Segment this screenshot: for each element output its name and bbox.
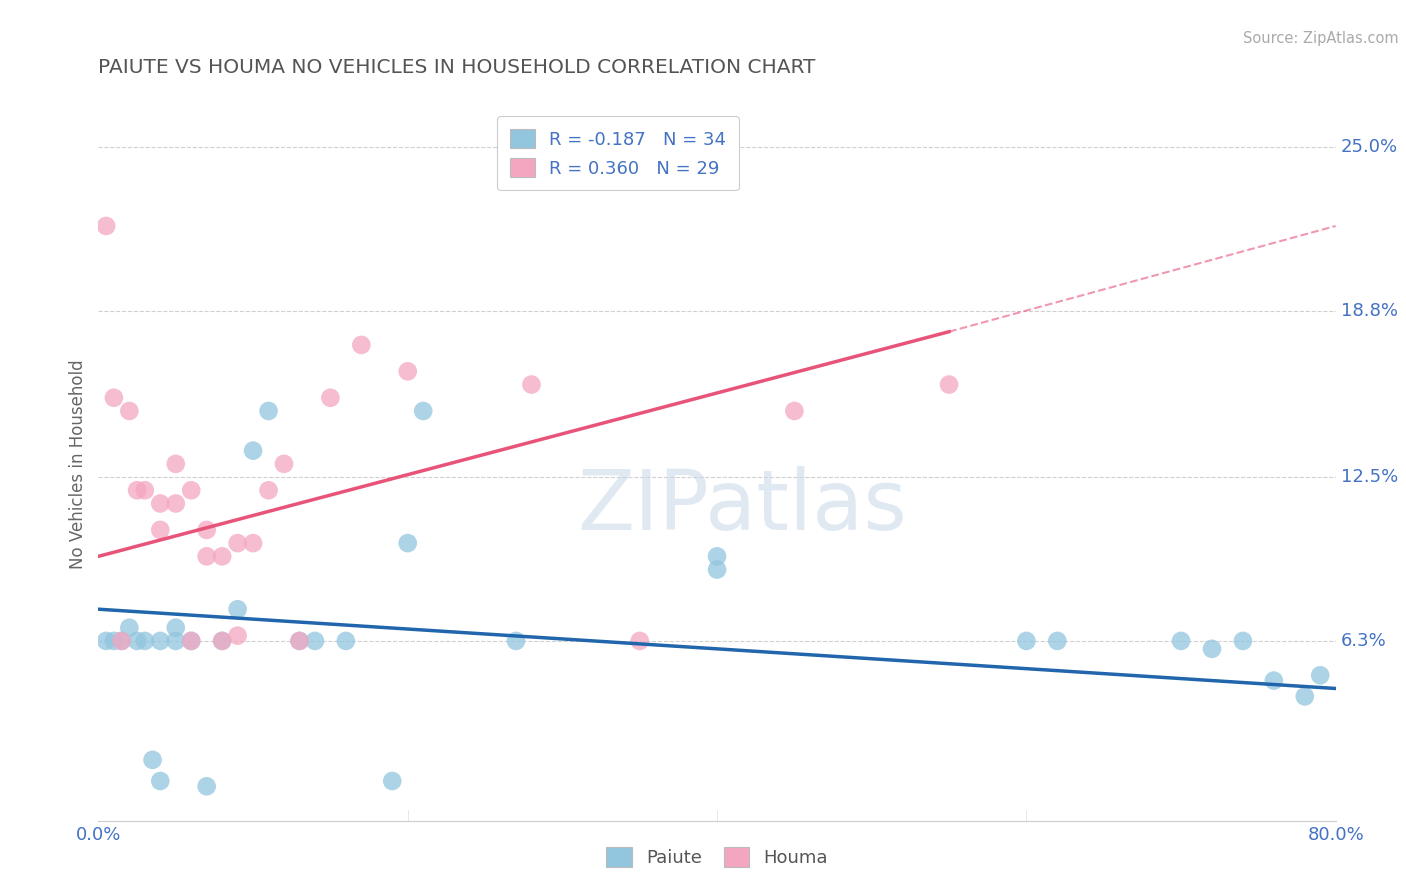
- Point: [149, 496, 172, 510]
- Point: [195, 549, 218, 564]
- Point: [149, 523, 172, 537]
- Point: [242, 443, 264, 458]
- Point: [211, 634, 233, 648]
- Point: [118, 621, 141, 635]
- Point: [350, 338, 373, 352]
- Point: [180, 483, 202, 498]
- Point: [273, 457, 295, 471]
- Point: [257, 483, 280, 498]
- Point: [396, 536, 419, 550]
- Point: [226, 629, 249, 643]
- Point: [103, 634, 125, 648]
- Point: [242, 536, 264, 550]
- Point: [628, 634, 651, 648]
- Point: [211, 634, 233, 648]
- Point: [165, 496, 187, 510]
- Point: [195, 523, 218, 537]
- Point: [96, 634, 118, 648]
- Point: [180, 634, 202, 648]
- Point: [319, 391, 342, 405]
- Point: [118, 404, 141, 418]
- Point: [706, 549, 728, 564]
- Point: [288, 634, 311, 648]
- Text: Source: ZipAtlas.com: Source: ZipAtlas.com: [1243, 31, 1399, 46]
- Point: [1170, 634, 1192, 648]
- Point: [520, 377, 543, 392]
- Point: [505, 634, 527, 648]
- Point: [257, 404, 280, 418]
- Point: [1294, 690, 1316, 704]
- Point: [96, 219, 118, 233]
- Point: [304, 634, 326, 648]
- Point: [211, 549, 233, 564]
- Point: [134, 483, 156, 498]
- Point: [149, 634, 172, 648]
- Point: [1046, 634, 1069, 648]
- Point: [127, 634, 149, 648]
- Point: [288, 634, 311, 648]
- Y-axis label: No Vehicles in Household: No Vehicles in Household: [69, 359, 87, 569]
- Point: [938, 377, 960, 392]
- Point: [396, 364, 419, 378]
- Point: [165, 457, 187, 471]
- Point: [335, 634, 357, 648]
- Point: [111, 634, 132, 648]
- Point: [226, 602, 249, 616]
- Text: ZIPatlas: ZIPatlas: [576, 467, 907, 547]
- Point: [1201, 641, 1223, 656]
- Point: [149, 774, 172, 789]
- Point: [127, 483, 149, 498]
- Point: [381, 774, 404, 789]
- Point: [1232, 634, 1254, 648]
- Point: [111, 634, 132, 648]
- Text: PAIUTE VS HOUMA NO VEHICLES IN HOUSEHOLD CORRELATION CHART: PAIUTE VS HOUMA NO VEHICLES IN HOUSEHOLD…: [98, 58, 815, 77]
- Point: [706, 563, 728, 577]
- Point: [226, 536, 249, 550]
- Point: [165, 621, 187, 635]
- Point: [195, 779, 218, 793]
- Point: [412, 404, 434, 418]
- Point: [141, 753, 165, 767]
- Point: [103, 391, 125, 405]
- Legend: Paiute, Houma: Paiute, Houma: [593, 834, 841, 880]
- Point: [134, 634, 156, 648]
- Point: [783, 404, 806, 418]
- Point: [180, 634, 202, 648]
- Point: [1309, 668, 1331, 682]
- Point: [1263, 673, 1285, 688]
- Point: [1015, 634, 1038, 648]
- Point: [165, 634, 187, 648]
